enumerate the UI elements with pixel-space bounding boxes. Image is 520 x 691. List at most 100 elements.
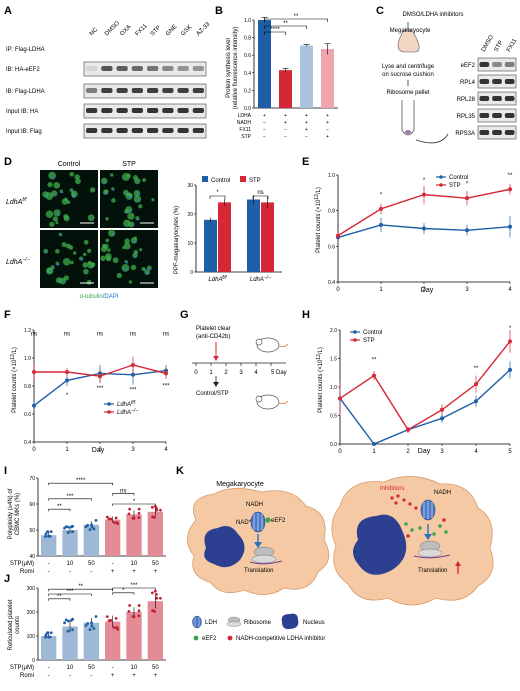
panel-d-row-ff: LdhAf/f — [6, 197, 27, 206]
table-sign: − — [326, 127, 329, 133]
nucleus-stain — [131, 224, 134, 227]
cell-stain — [87, 214, 95, 222]
panel-g-clear: Platelet clear — [196, 326, 231, 332]
sig-label: ** — [508, 173, 513, 179]
timeline-label: 5 Day — [271, 370, 287, 376]
timeline-label: 2 — [224, 370, 228, 376]
sig-bracket — [48, 593, 92, 596]
sig-label: *** — [129, 388, 137, 394]
band — [192, 108, 204, 113]
y-tick-label: 50 — [29, 528, 35, 534]
panel-h-label: H — [302, 309, 310, 321]
row-label-2: RPL28 — [457, 97, 476, 103]
legend-marker — [107, 410, 111, 414]
cell-stain — [122, 246, 126, 250]
panel-b-ylabel: Protein synthesis level — [226, 38, 232, 98]
panel-i: I Polyploidy (≥4N) of CBMC MKs (%) 40 50 6… — [4, 465, 166, 575]
data-dot — [137, 609, 141, 613]
band — [162, 128, 174, 133]
cell-stain — [125, 206, 133, 214]
sig-label: * — [509, 326, 512, 332]
sig-label: ns — [257, 190, 263, 196]
row-label-3: Input IB: HA — [6, 109, 38, 115]
sig-bracket — [252, 195, 269, 199]
band — [177, 88, 189, 93]
bar-2 — [83, 524, 99, 556]
data-dot — [137, 604, 141, 607]
cell-stain — [128, 221, 135, 228]
data-dot — [71, 530, 74, 534]
legend-eef2: eEF2 — [202, 636, 217, 642]
cell-stain — [130, 237, 138, 244]
panel-f: F Platelet counts (×1012/L) Day 0.40.60.… — [4, 309, 170, 454]
panel-k-eef2: eEF2 — [271, 518, 286, 524]
data-dot — [44, 532, 48, 536]
band — [479, 62, 490, 67]
y-tick-label: 0.4 — [244, 71, 251, 77]
x-tick-label: 4 — [164, 447, 168, 453]
blot-strip-3 — [83, 103, 207, 119]
data-dot — [92, 527, 96, 531]
lane-label-3: FX11 — [135, 23, 150, 38]
data-point — [98, 374, 102, 379]
cell-stain — [50, 190, 58, 197]
band — [504, 79, 515, 84]
band — [492, 113, 502, 118]
legend-marker — [439, 183, 443, 187]
cell-stain — [75, 178, 81, 185]
blot-strip-4 — [83, 123, 207, 139]
panel-f-ylabel: Platelet counts (×1012/L) — [10, 347, 18, 413]
table-row-label: STP — [241, 134, 251, 140]
panel-c-pellet-tube — [401, 100, 415, 136]
data-point — [336, 233, 340, 238]
cell-stain — [111, 198, 116, 203]
bar-0 — [41, 535, 57, 556]
sig-bracket — [112, 587, 156, 590]
y-tick-label: 300 — [27, 586, 36, 592]
nucleus-stain — [147, 272, 150, 275]
table-sign: − — [284, 134, 287, 140]
cell-stain — [103, 189, 109, 195]
panel-e: E Platelet counts (×1012/L) Day 0.4 0.6 0.… — [302, 156, 513, 294]
data-point — [474, 382, 478, 387]
x-tick-label: 3 — [131, 447, 135, 453]
data-dot — [84, 624, 88, 627]
cell-stain — [53, 209, 61, 217]
panel-c-top: DMSO/LDHA inhibitors — [402, 12, 463, 18]
data-dot — [105, 615, 109, 619]
cell-stain — [133, 195, 142, 203]
sig-label: ns — [97, 332, 103, 338]
cell-stain — [73, 251, 77, 255]
legend-marker — [439, 175, 443, 179]
row1-label: STP(μM) — [10, 561, 34, 567]
data-dot — [113, 626, 116, 629]
band — [177, 66, 189, 71]
blot-strip-0 — [477, 57, 517, 72]
bar-3 — [105, 519, 121, 556]
table-sign: + — [305, 113, 308, 119]
lane-label-7: AZ-33 — [196, 21, 212, 37]
cell-stain — [134, 177, 141, 185]
band — [116, 108, 128, 113]
lane-label-0: NC — [89, 27, 100, 38]
panel-j-ylabel: Reticulated platelet — [8, 599, 14, 650]
lane-label-1: DMSO — [104, 20, 121, 37]
data-point — [164, 371, 168, 376]
sig-label: ns — [120, 489, 126, 495]
cell-right — [331, 476, 494, 606]
sig-label: *** — [96, 386, 104, 392]
panel-j-label: J — [4, 573, 10, 585]
row1-value: - — [112, 561, 114, 567]
sig-bracket — [48, 508, 71, 512]
data-point — [422, 192, 426, 197]
band — [116, 88, 128, 93]
nucleus-stain — [125, 267, 128, 270]
cell-stain — [47, 182, 53, 188]
panel-g-down-arrowhead — [213, 382, 219, 387]
table-sign: + — [326, 113, 329, 119]
cell-stain — [45, 210, 54, 218]
nucleus-stain — [45, 194, 48, 197]
